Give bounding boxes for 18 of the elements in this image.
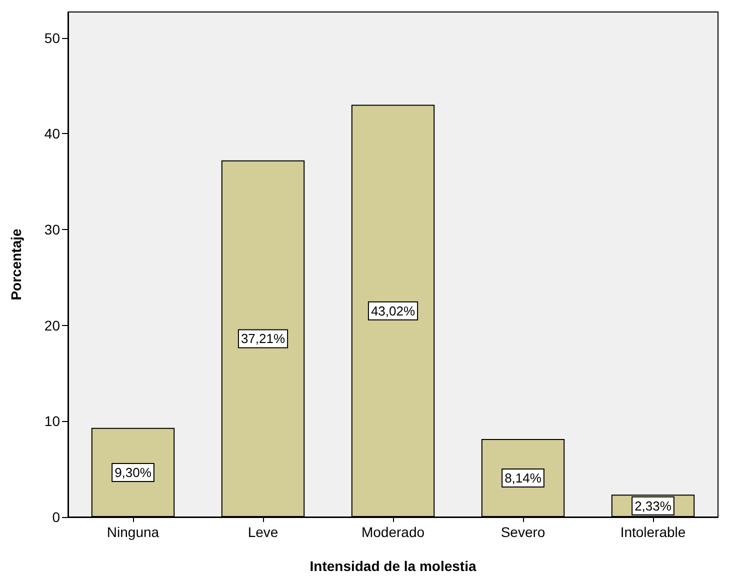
- data-label: 43,02%: [370, 303, 416, 318]
- y-tick-label: 0: [52, 509, 60, 525]
- y-axis-title: Porcentaje: [8, 228, 24, 300]
- x-axis-title: Intensidad de la molestia: [310, 558, 476, 574]
- x-tick-label: Moderado: [361, 524, 425, 540]
- x-tick-label: Ninguna: [106, 524, 160, 540]
- y-tick-label: 20: [44, 317, 60, 334]
- y-tick-label: 30: [44, 222, 60, 238]
- data-label: 9,30%: [114, 464, 152, 480]
- x-tick-label: Intolerable: [620, 524, 686, 540]
- y-tick-label: 50: [44, 30, 60, 46]
- data-label: 2,33%: [634, 498, 672, 514]
- data-label: 8,14%: [504, 470, 542, 486]
- y-tick-label: 10: [44, 413, 60, 430]
- data-label: 37,21%: [240, 331, 286, 346]
- x-tick-label: Leve: [248, 524, 278, 540]
- y-tick-label: 40: [44, 126, 60, 142]
- x-tick-label: Severo: [500, 524, 546, 540]
